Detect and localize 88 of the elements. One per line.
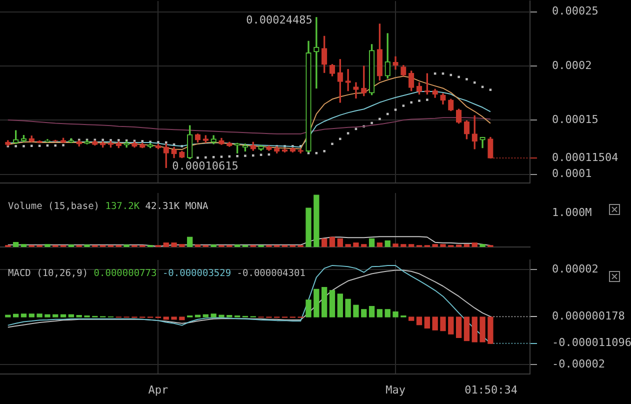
- bar: [432, 316, 438, 330]
- text: Volume (15,base): [8, 201, 100, 212]
- bar: [171, 316, 177, 320]
- bar: [345, 244, 351, 247]
- bar: [432, 244, 438, 247]
- candlestick: [353, 82, 359, 99]
- text: 0.000000773: [94, 268, 157, 279]
- bar: [322, 238, 328, 247]
- bar: [400, 244, 406, 247]
- bar: [488, 316, 494, 344]
- bar: [384, 240, 390, 247]
- text: -0.000003529: [162, 268, 232, 279]
- bar: [218, 314, 224, 318]
- annotation: 0.00024485: [246, 13, 312, 26]
- bar: [306, 208, 312, 247]
- bar: [337, 294, 343, 318]
- bar: [210, 314, 216, 318]
- text: MACD (10,26,9): [8, 268, 88, 279]
- bar: [329, 290, 336, 318]
- text: -0.000004301: [236, 268, 306, 279]
- bar: [408, 244, 414, 247]
- bar: [28, 314, 34, 318]
- y-tick-label: -0.00002: [552, 357, 605, 370]
- bar: [464, 244, 470, 247]
- bar: [408, 316, 414, 321]
- bar: [36, 314, 42, 318]
- bar: [44, 314, 50, 318]
- text: 1.000M: [552, 206, 592, 219]
- bar: [448, 316, 454, 334]
- bar: [376, 242, 383, 247]
- bar: [187, 236, 193, 247]
- bar: [472, 242, 478, 247]
- bar: [194, 314, 201, 318]
- bar: [416, 316, 422, 326]
- bar: [361, 244, 367, 247]
- bar: [314, 288, 320, 318]
- bar: [52, 314, 58, 318]
- y-tick-label: 0.00002: [552, 262, 598, 276]
- bar: [163, 242, 169, 247]
- y-tick-label: 0.00015: [552, 113, 598, 126]
- bar: [392, 244, 398, 247]
- bar: [480, 244, 486, 247]
- bar: [12, 314, 19, 318]
- bar: [480, 316, 486, 342]
- bar: [20, 314, 27, 318]
- text: 42.31K MONA: [145, 201, 208, 212]
- bar: [44, 244, 50, 247]
- bar: [456, 316, 462, 338]
- bar: [20, 244, 27, 247]
- bar: [392, 311, 398, 318]
- bar: [368, 306, 375, 318]
- bar: [314, 194, 320, 247]
- bar: [345, 298, 351, 318]
- y-tick-label: -0.000011096: [552, 336, 631, 350]
- x-tick-label: May: [386, 383, 406, 396]
- y-tick-label: 0.00011504: [552, 150, 619, 164]
- bar: [384, 309, 390, 318]
- bar: [440, 244, 446, 247]
- bar: [202, 314, 208, 318]
- bar: [68, 314, 74, 318]
- bar: [12, 242, 19, 247]
- x-tick-label: 01:50:34: [464, 383, 518, 396]
- bar: [472, 316, 478, 342]
- bar: [353, 304, 359, 318]
- bar: [306, 300, 312, 318]
- bar: [440, 316, 446, 332]
- y-tick-label: 0.000000178: [552, 309, 625, 322]
- y-tick-label: 0.0001: [552, 167, 592, 180]
- annotation: 0.00010615: [172, 160, 238, 173]
- bar: [329, 236, 336, 247]
- bar: [376, 309, 383, 318]
- bar: [424, 316, 430, 328]
- bar: [322, 286, 328, 318]
- bar: [5, 314, 11, 318]
- bar: [171, 242, 177, 247]
- bar: [179, 244, 185, 247]
- bar: [60, 314, 66, 318]
- x-tick-label: Apr: [148, 383, 169, 396]
- text: 137.2K: [105, 201, 140, 212]
- bar: [179, 316, 185, 320]
- bar: [163, 316, 169, 320]
- bar: [337, 238, 343, 247]
- bar: [464, 316, 470, 342]
- y-tick-label: 0.0002: [552, 58, 592, 72]
- y-tick-label: 0.00025: [552, 4, 598, 18]
- bar: [361, 309, 367, 318]
- bar: [353, 242, 359, 247]
- bar: [368, 238, 375, 247]
